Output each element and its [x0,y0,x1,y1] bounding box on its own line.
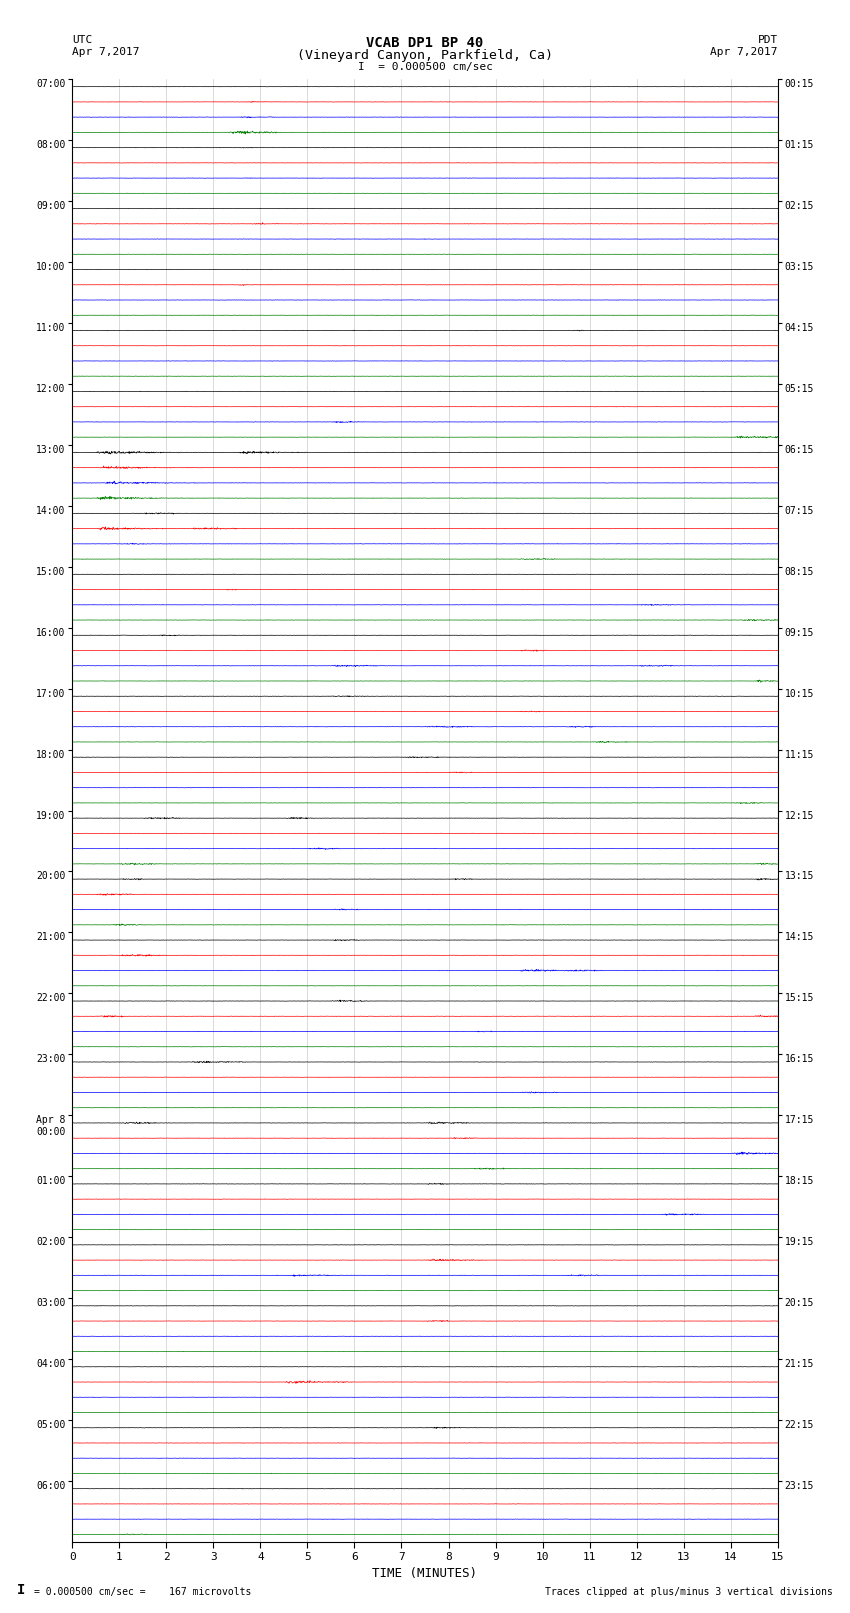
Text: = 0.000500 cm/sec =    167 microvolts: = 0.000500 cm/sec = 167 microvolts [34,1587,252,1597]
X-axis label: TIME (MINUTES): TIME (MINUTES) [372,1566,478,1579]
Text: Apr 7,2017: Apr 7,2017 [711,47,778,56]
Text: I  = 0.000500 cm/sec: I = 0.000500 cm/sec [358,63,492,73]
Text: I: I [17,1582,26,1597]
Text: VCAB DP1 BP 40: VCAB DP1 BP 40 [366,37,484,50]
Text: (Vineyard Canyon, Parkfield, Ca): (Vineyard Canyon, Parkfield, Ca) [297,50,553,63]
Text: Traces clipped at plus/minus 3 vertical divisions: Traces clipped at plus/minus 3 vertical … [545,1587,833,1597]
Text: UTC: UTC [72,35,93,45]
Text: Apr 7,2017: Apr 7,2017 [72,47,139,56]
Text: PDT: PDT [757,35,778,45]
